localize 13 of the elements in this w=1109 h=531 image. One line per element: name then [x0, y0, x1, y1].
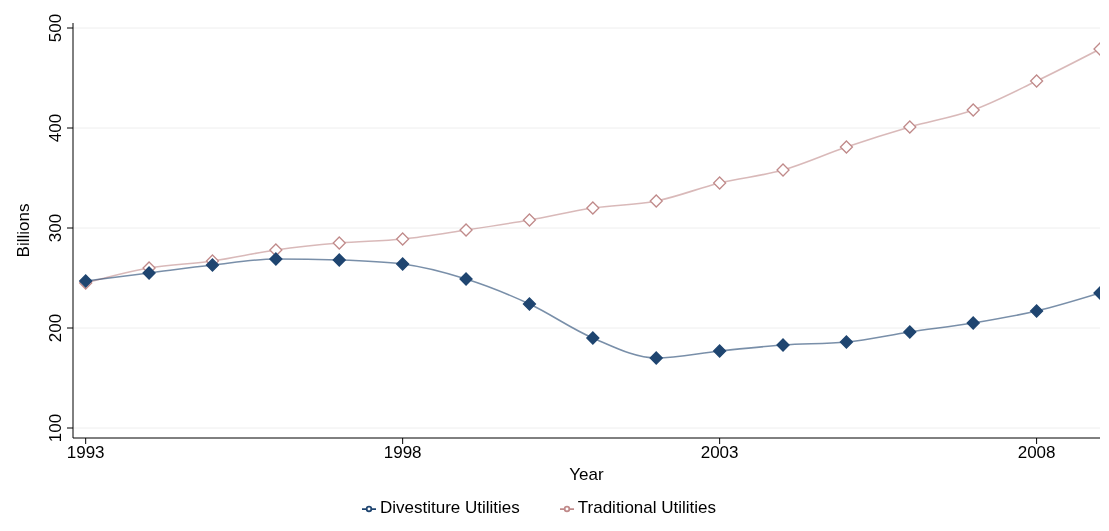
x-tick-label: 2008 [1017, 443, 1056, 463]
x-axis-title: Year [569, 465, 605, 484]
x-tick-label: 1998 [383, 443, 422, 463]
y-tick-label: 500 [46, 13, 65, 43]
x-tick-label: 2003 [700, 443, 739, 463]
x-tick-label: 1993 [66, 443, 105, 463]
y-tick-label: 100 [46, 413, 65, 443]
legend-label: Traditional Utilities [577, 498, 717, 517]
y-tick-label: 400 [46, 113, 65, 143]
y-tick-label: 200 [46, 313, 65, 343]
y-tick-label: 300 [46, 213, 65, 243]
y-axis-title: Billions [14, 203, 34, 258]
legend-label: Divestiture Utilities [379, 498, 520, 517]
